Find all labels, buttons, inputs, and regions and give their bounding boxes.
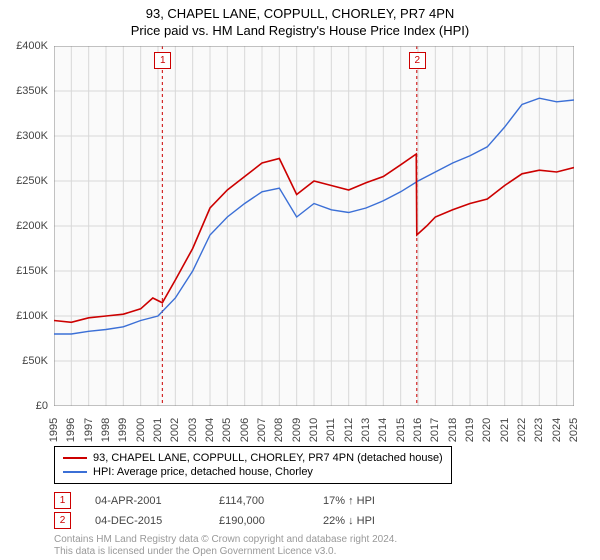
x-tick-label: 2013 <box>360 418 372 442</box>
x-tick-label: 1997 <box>83 418 95 442</box>
sale-marker-1: 1 <box>154 52 171 69</box>
sale-marker-2: 2 <box>409 52 426 69</box>
x-tick-label: 2003 <box>187 418 199 442</box>
x-tick-label: 2022 <box>516 418 528 442</box>
copyright-line2: This data is licensed under the Open Gov… <box>54 546 397 558</box>
x-tick-label: 1995 <box>48 418 60 442</box>
x-tick-label: 2009 <box>291 418 303 442</box>
y-tick-label: £100K <box>0 310 48 322</box>
y-tick-label: £350K <box>0 85 48 97</box>
sale-delta: 17% ↑ HPI <box>323 495 375 507</box>
x-tick-label: 2007 <box>256 418 268 442</box>
x-tick-label: 2020 <box>481 418 493 442</box>
sale-date: 04-APR-2001 <box>95 495 195 507</box>
x-tick-label: 1996 <box>65 418 77 442</box>
x-tick-label: 2019 <box>464 418 476 442</box>
x-tick-label: 2018 <box>447 418 459 442</box>
x-tick-label: 2000 <box>135 418 147 442</box>
legend-label: HPI: Average price, detached house, Chor… <box>93 466 313 478</box>
x-tick-label: 2023 <box>533 418 545 442</box>
y-tick-label: £400K <box>0 40 48 52</box>
legend-item: HPI: Average price, detached house, Chor… <box>63 465 443 479</box>
chart-subtitle: Price paid vs. HM Land Registry's House … <box>0 21 600 42</box>
x-tick-label: 2006 <box>239 418 251 442</box>
copyright-line1: Contains HM Land Registry data © Crown c… <box>54 534 397 546</box>
sale-price: £190,000 <box>219 515 299 527</box>
y-tick-label: £300K <box>0 130 48 142</box>
plot-svg <box>54 46 574 406</box>
legend-swatch <box>63 457 87 459</box>
y-tick-label: £50K <box>0 355 48 367</box>
sale-marker-box: 1 <box>54 492 71 509</box>
x-tick-label: 2024 <box>551 418 563 442</box>
sale-row-2: 2 04-DEC-2015 £190,000 22% ↓ HPI <box>54 512 375 529</box>
chart-area <box>54 46 574 406</box>
x-tick-label: 2017 <box>429 418 441 442</box>
x-tick-label: 2016 <box>412 418 424 442</box>
legend-item: 93, CHAPEL LANE, COPPULL, CHORLEY, PR7 4… <box>63 451 443 465</box>
sale-price: £114,700 <box>219 495 299 507</box>
y-tick-label: £250K <box>0 175 48 187</box>
x-tick-label: 2008 <box>273 418 285 442</box>
chart-title: 93, CHAPEL LANE, COPPULL, CHORLEY, PR7 4… <box>0 0 600 21</box>
legend-label: 93, CHAPEL LANE, COPPULL, CHORLEY, PR7 4… <box>93 452 443 464</box>
x-tick-label: 2002 <box>169 418 181 442</box>
x-tick-label: 2025 <box>568 418 580 442</box>
y-tick-label: £200K <box>0 220 48 232</box>
x-tick-label: 2005 <box>221 418 233 442</box>
y-tick-label: £0 <box>0 400 48 412</box>
x-tick-label: 2012 <box>343 418 355 442</box>
sale-row-1: 1 04-APR-2001 £114,700 17% ↑ HPI <box>54 492 375 509</box>
x-tick-label: 1998 <box>100 418 112 442</box>
sale-marker-box: 2 <box>54 512 71 529</box>
copyright: Contains HM Land Registry data © Crown c… <box>54 534 397 558</box>
x-tick-label: 2010 <box>308 418 320 442</box>
x-tick-label: 2001 <box>152 418 164 442</box>
y-tick-label: £150K <box>0 265 48 277</box>
x-tick-label: 2014 <box>377 418 389 442</box>
x-tick-label: 2011 <box>325 418 337 442</box>
x-tick-label: 2021 <box>499 418 511 442</box>
chart-container: 93, CHAPEL LANE, COPPULL, CHORLEY, PR7 4… <box>0 0 600 560</box>
sale-delta: 22% ↓ HPI <box>323 515 375 527</box>
legend: 93, CHAPEL LANE, COPPULL, CHORLEY, PR7 4… <box>54 446 452 484</box>
x-tick-label: 2004 <box>204 418 216 442</box>
x-tick-label: 1999 <box>117 418 129 442</box>
legend-swatch <box>63 471 87 473</box>
sale-date: 04-DEC-2015 <box>95 515 195 527</box>
x-tick-label: 2015 <box>395 418 407 442</box>
